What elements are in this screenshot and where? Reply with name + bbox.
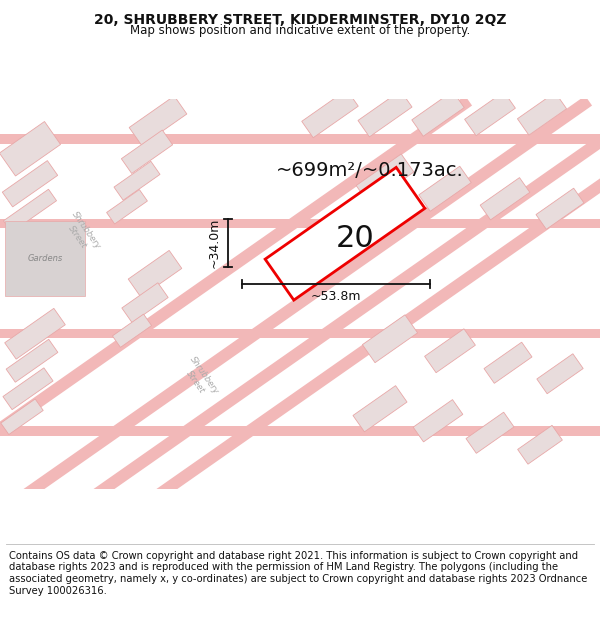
Polygon shape bbox=[6, 339, 58, 382]
Polygon shape bbox=[517, 92, 566, 135]
Text: 20, SHRUBBERY STREET, KIDDERMINSTER, DY10 2QZ: 20, SHRUBBERY STREET, KIDDERMINSTER, DY1… bbox=[94, 13, 506, 27]
Polygon shape bbox=[0, 426, 600, 436]
Polygon shape bbox=[356, 154, 414, 204]
Polygon shape bbox=[1, 399, 43, 434]
Text: Contains OS data © Crown copyright and database right 2021. This information is : Contains OS data © Crown copyright and d… bbox=[9, 551, 587, 596]
Text: ~53.8m: ~53.8m bbox=[311, 290, 361, 303]
Polygon shape bbox=[537, 354, 583, 394]
Text: Shrubbery
Street: Shrubbery Street bbox=[62, 210, 103, 258]
Polygon shape bbox=[358, 91, 412, 137]
Polygon shape bbox=[129, 96, 187, 146]
Polygon shape bbox=[0, 219, 600, 228]
Polygon shape bbox=[114, 161, 160, 200]
Polygon shape bbox=[425, 329, 475, 372]
Polygon shape bbox=[2, 161, 58, 207]
Polygon shape bbox=[265, 168, 425, 300]
Polygon shape bbox=[0, 121, 61, 176]
Polygon shape bbox=[107, 189, 148, 224]
Polygon shape bbox=[353, 386, 407, 432]
Polygon shape bbox=[4, 189, 56, 232]
Polygon shape bbox=[0, 96, 592, 622]
Polygon shape bbox=[412, 91, 464, 136]
Text: Gardens: Gardens bbox=[28, 254, 62, 263]
Polygon shape bbox=[112, 314, 152, 348]
Polygon shape bbox=[0, 329, 600, 338]
Polygon shape bbox=[536, 188, 584, 229]
Polygon shape bbox=[466, 412, 514, 453]
Text: ~34.0m: ~34.0m bbox=[208, 217, 221, 268]
Polygon shape bbox=[128, 251, 182, 297]
Polygon shape bbox=[5, 308, 65, 359]
Polygon shape bbox=[122, 282, 168, 322]
Polygon shape bbox=[0, 134, 600, 144]
Polygon shape bbox=[3, 368, 53, 409]
Polygon shape bbox=[484, 342, 532, 383]
Polygon shape bbox=[362, 315, 418, 362]
Polygon shape bbox=[302, 90, 358, 138]
Polygon shape bbox=[518, 426, 562, 464]
Polygon shape bbox=[480, 177, 530, 220]
Polygon shape bbox=[0, 96, 472, 622]
Polygon shape bbox=[138, 0, 600, 512]
Text: Shrubbery
Street: Shrubbery Street bbox=[179, 355, 220, 402]
Polygon shape bbox=[121, 130, 173, 174]
Text: ~699m²/~0.173ac.: ~699m²/~0.173ac. bbox=[276, 161, 464, 180]
Text: 20: 20 bbox=[335, 224, 374, 253]
Polygon shape bbox=[18, 26, 600, 552]
Polygon shape bbox=[5, 221, 85, 296]
Polygon shape bbox=[464, 92, 515, 136]
Text: Map shows position and indicative extent of the property.: Map shows position and indicative extent… bbox=[130, 24, 470, 36]
Polygon shape bbox=[419, 166, 471, 211]
Polygon shape bbox=[413, 399, 463, 442]
